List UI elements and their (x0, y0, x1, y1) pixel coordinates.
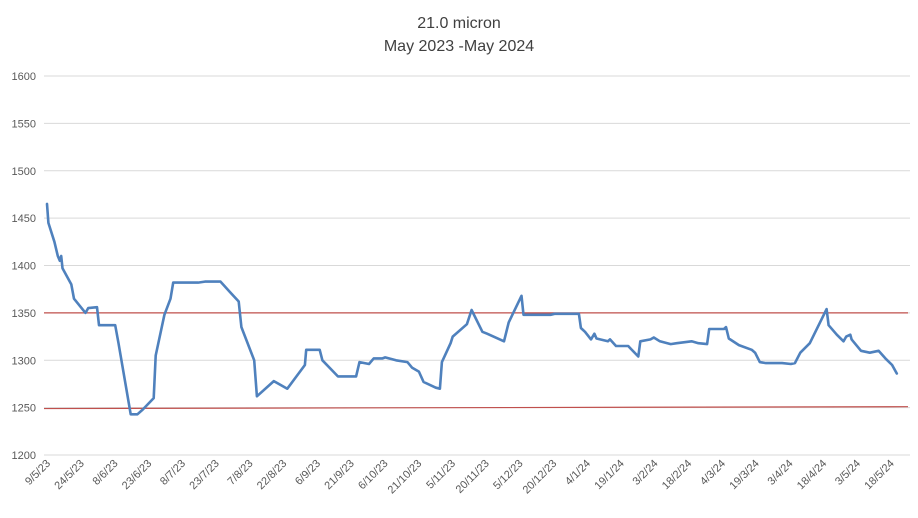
y-tick-label: 1200 (12, 450, 36, 462)
chart-subtitle: May 2023 -May 2024 (384, 38, 534, 55)
y-tick-label: 1500 (12, 166, 36, 178)
x-tick-label: 3/4/24 (766, 458, 796, 488)
x-axis: 9/5/23 24/5/23 8/6/23 23/6/23 8/7/23 23/7/23 7… (23, 458, 897, 497)
x-tick-label: 20/11/23 (454, 458, 492, 496)
y-tick-label: 1250 (12, 403, 36, 415)
x-tick-label: 19/3/24 (727, 458, 761, 492)
x-tick-label: 19/1/24 (592, 458, 626, 492)
y-tick-label: 1450 (12, 213, 36, 225)
x-tick-label: 18/2/24 (660, 458, 694, 492)
x-tick-label: 5/11/23 (424, 458, 458, 492)
x-tick-label: 18/4/24 (795, 458, 829, 492)
y-axis: 1200 1250 1300 1350 1400 1450 1500 1550 1600 (12, 71, 36, 462)
x-tick-label: 23/6/23 (120, 458, 154, 492)
y-tick-label: 1300 (12, 355, 36, 367)
x-tick-label: 21/10/23 (386, 458, 425, 497)
x-tick-label: 23/7/23 (187, 458, 221, 492)
x-tick-label: 4/3/24 (698, 458, 728, 488)
x-tick-label: 8/6/23 (91, 458, 121, 488)
series-line (45, 202, 899, 416)
x-tick-label: 9/5/23 (23, 458, 53, 488)
y-tick-label: 1400 (12, 261, 36, 273)
chart-title: 21.0 micron (417, 15, 501, 32)
x-tick-label: 22/8/23 (255, 458, 289, 492)
x-tick-label: 24/5/23 (52, 458, 86, 492)
series (45, 202, 899, 416)
x-tick-label: 6/9/23 (293, 458, 323, 488)
reference-line (43, 406, 909, 410)
x-tick-label: 21/9/23 (322, 458, 356, 492)
reference-lines (43, 312, 909, 410)
y-tick-label: 1350 (12, 308, 36, 320)
x-tick-label: 8/7/23 (158, 458, 188, 488)
y-tick-label: 1550 (12, 118, 36, 130)
x-tick-label: 7/8/23 (226, 458, 256, 488)
x-tick-label: 3/5/24 (833, 458, 863, 488)
x-tick-label: 18/5/24 (862, 458, 896, 492)
y-tick-label: 1600 (12, 71, 36, 83)
gridlines (44, 75, 910, 456)
x-tick-label: 3/2/24 (631, 458, 661, 488)
x-tick-label: 20/12/23 (521, 458, 560, 497)
x-tick-label: 4/1/24 (563, 458, 593, 488)
